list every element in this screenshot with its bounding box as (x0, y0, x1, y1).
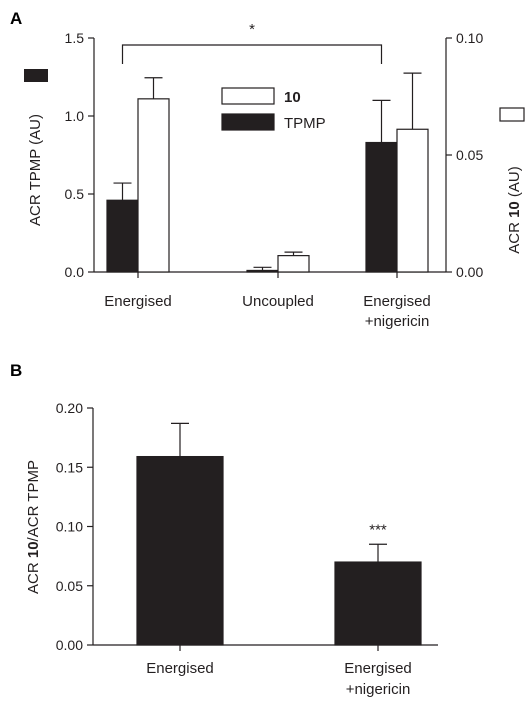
significance-marker: * (249, 21, 255, 38)
legend-label-10: 10 (284, 89, 301, 106)
x-category-label: +nigericin (365, 313, 430, 330)
right-y-tick-label: 0.10 (456, 30, 483, 46)
y-tick-label: 0.05 (56, 578, 83, 594)
right-y-axis-title-suffix: (AU) (506, 166, 523, 201)
legend: 10 TPMP (221, 87, 326, 132)
right-y-tick-label: 0.00 (456, 264, 483, 280)
right-y-axis-title-bold: 10 (506, 201, 523, 218)
legend-label-10-text: 10 (284, 89, 301, 106)
bar-10 (137, 98, 170, 273)
y-tick-label: 0.20 (56, 400, 83, 416)
right-y-tick-label: 0.05 (456, 147, 483, 163)
y-axis-title-bold: 10 (25, 541, 42, 558)
y-tick-label: 0.10 (56, 519, 83, 535)
right-axis-series-swatch (499, 107, 525, 122)
x-category-label: Energised (104, 293, 172, 310)
y-axis-title-suffix: /ACR TPMP (25, 460, 42, 541)
bar-tpmp (106, 199, 139, 273)
y-axis-title-prefix: ACR (25, 558, 42, 594)
right-y-axis-title-prefix: ACR (506, 218, 523, 254)
left-y-tick-label: 0.0 (65, 264, 85, 280)
y-axis-title: ACR 10/ACR TPMP (25, 460, 42, 594)
significance-marker: *** (369, 521, 387, 538)
bar-tpmp (246, 269, 279, 273)
x-category-label: Energised (363, 293, 431, 310)
panel-b-label: B (10, 361, 22, 380)
left-y-tick-label: 0.5 (65, 186, 85, 202)
bar (334, 561, 422, 646)
left-y-tick-label: 1.0 (65, 108, 85, 124)
y-tick-label: 0.15 (56, 459, 83, 475)
legend-swatch-tpmp (221, 113, 275, 131)
right-y-axis-title: ACR 10 (AU) (506, 166, 523, 254)
left-y-tick-label: 1.5 (65, 30, 85, 46)
panel-b-chart: 0.00 0.05 0.10 0.15 0.20 Energised Energised +n… (25, 400, 438, 698)
left-y-axis-title: ACR TPMP (AU) (27, 114, 44, 226)
y-tick-label: 0.00 (56, 637, 83, 653)
significance-bracket (121, 44, 383, 64)
bar-tpmp (365, 141, 398, 273)
x-category-label: Energised (344, 660, 412, 677)
x-category-label: +nigericin (346, 681, 411, 698)
left-axis-series-swatch (24, 69, 48, 82)
legend-label-tpmp: TPMP (284, 115, 326, 132)
x-category-label: Energised (146, 660, 214, 677)
bar-10 (277, 255, 310, 273)
panel-a-label: A (10, 9, 22, 28)
legend-swatch-10 (221, 87, 275, 105)
bar-10 (396, 128, 429, 273)
panel-a-chart: 0.0 0.5 1.0 1.5 0.00 0.05 0.10 Energised Uncoupl… (24, 21, 525, 330)
bar (136, 455, 224, 646)
x-category-label: Uncoupled (242, 293, 314, 310)
